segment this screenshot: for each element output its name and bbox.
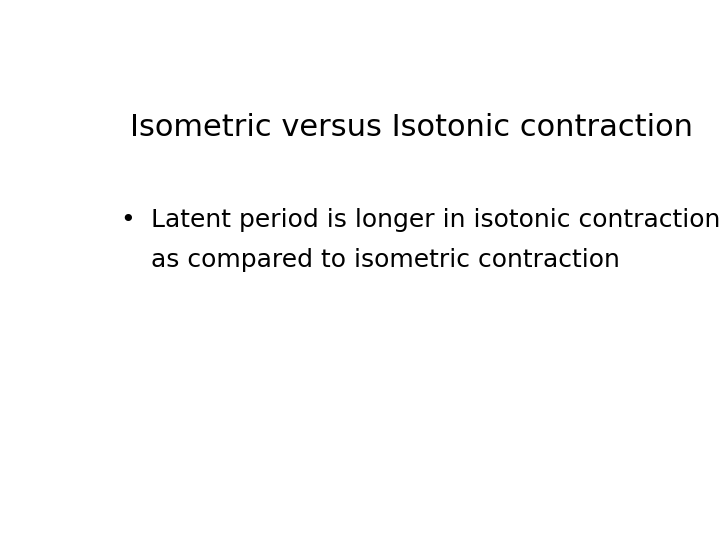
Text: Isometric versus Isotonic contraction: Isometric versus Isotonic contraction bbox=[130, 113, 693, 141]
Text: Latent period is longer in isotonic contraction: Latent period is longer in isotonic cont… bbox=[151, 208, 720, 232]
Text: •: • bbox=[121, 208, 135, 232]
Text: as compared to isometric contraction: as compared to isometric contraction bbox=[151, 248, 620, 272]
